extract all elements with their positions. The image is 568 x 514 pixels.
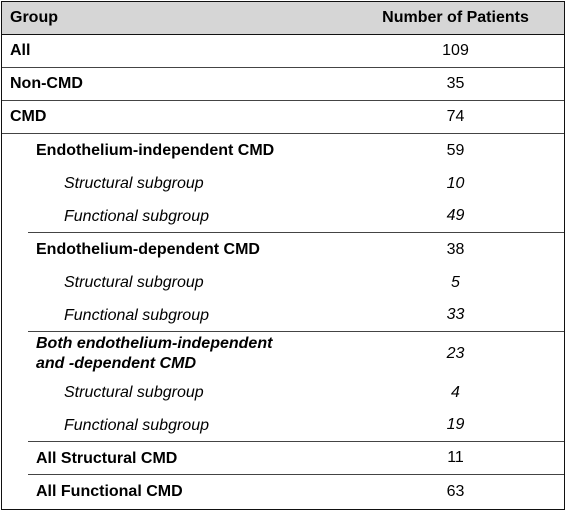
row-value-all: 109 [347, 35, 564, 68]
row-label-all-functional: All Functional CMD [36, 482, 183, 500]
row-value-both: 23 [446, 345, 465, 362]
row-label-all-structural-text: All Structural CMD [36, 449, 178, 467]
row-value-cmd: 74 [347, 101, 564, 134]
row-label-both-structural: Structural subgroup [64, 383, 204, 401]
divider [28, 331, 347, 332]
row-value-non-cmd: 35 [347, 68, 564, 101]
row-label-endothelium-dependent: Endothelium-dependent CMD [36, 240, 260, 258]
row-label-ei-functional-text: Functional subgroup [64, 207, 209, 225]
row-label-non-cmd: Non-CMD [2, 68, 347, 101]
row-label-endothelium-independent: Endothelium-independent CMD [36, 141, 275, 159]
row-value-all-structural: 11 [347, 442, 564, 475]
row-label-all: All [2, 35, 347, 68]
row-value-ed-structural: 5 [451, 273, 460, 291]
row-label-ei-functional: Functional subgroup [2, 200, 347, 233]
header-group: Group [2, 2, 347, 35]
row-label-ed-structural: Structural subgroup [64, 273, 204, 291]
row-label-ei-structural: Structural subgroup [64, 174, 204, 192]
divider [28, 441, 347, 442]
row-label-both-text: Both endothelium-independent and -depend… [36, 335, 273, 372]
row-label-ed-functional-text: Functional subgroup [64, 306, 209, 324]
row-label-ed-functional: Functional subgroup [2, 299, 347, 332]
divider [28, 232, 347, 233]
divider [28, 474, 347, 475]
row-value-endothelium-dependent: 38 [446, 240, 465, 258]
row-value-ed-functional: 33 [347, 299, 564, 332]
row-label-both: Both endothelium-independent and -depend… [2, 332, 347, 376]
row-label-both-functional-text: Functional subgroup [64, 416, 209, 434]
row-value-ei-structural: 10 [446, 174, 465, 192]
row-label-cmd: CMD [2, 101, 347, 134]
row-label-both-functional: Functional subgroup [2, 409, 347, 442]
header-number-of-patients: Number of Patients [347, 2, 564, 35]
row-label-all-structural: All Structural CMD [2, 442, 347, 475]
row-value-both-functional: 19 [347, 409, 564, 442]
row-value-all-functional: 63 [446, 482, 465, 500]
row-value-both-structural: 4 [451, 383, 460, 401]
row-value-endothelium-independent: 59 [446, 141, 465, 159]
row-value-ei-functional: 49 [347, 200, 564, 233]
